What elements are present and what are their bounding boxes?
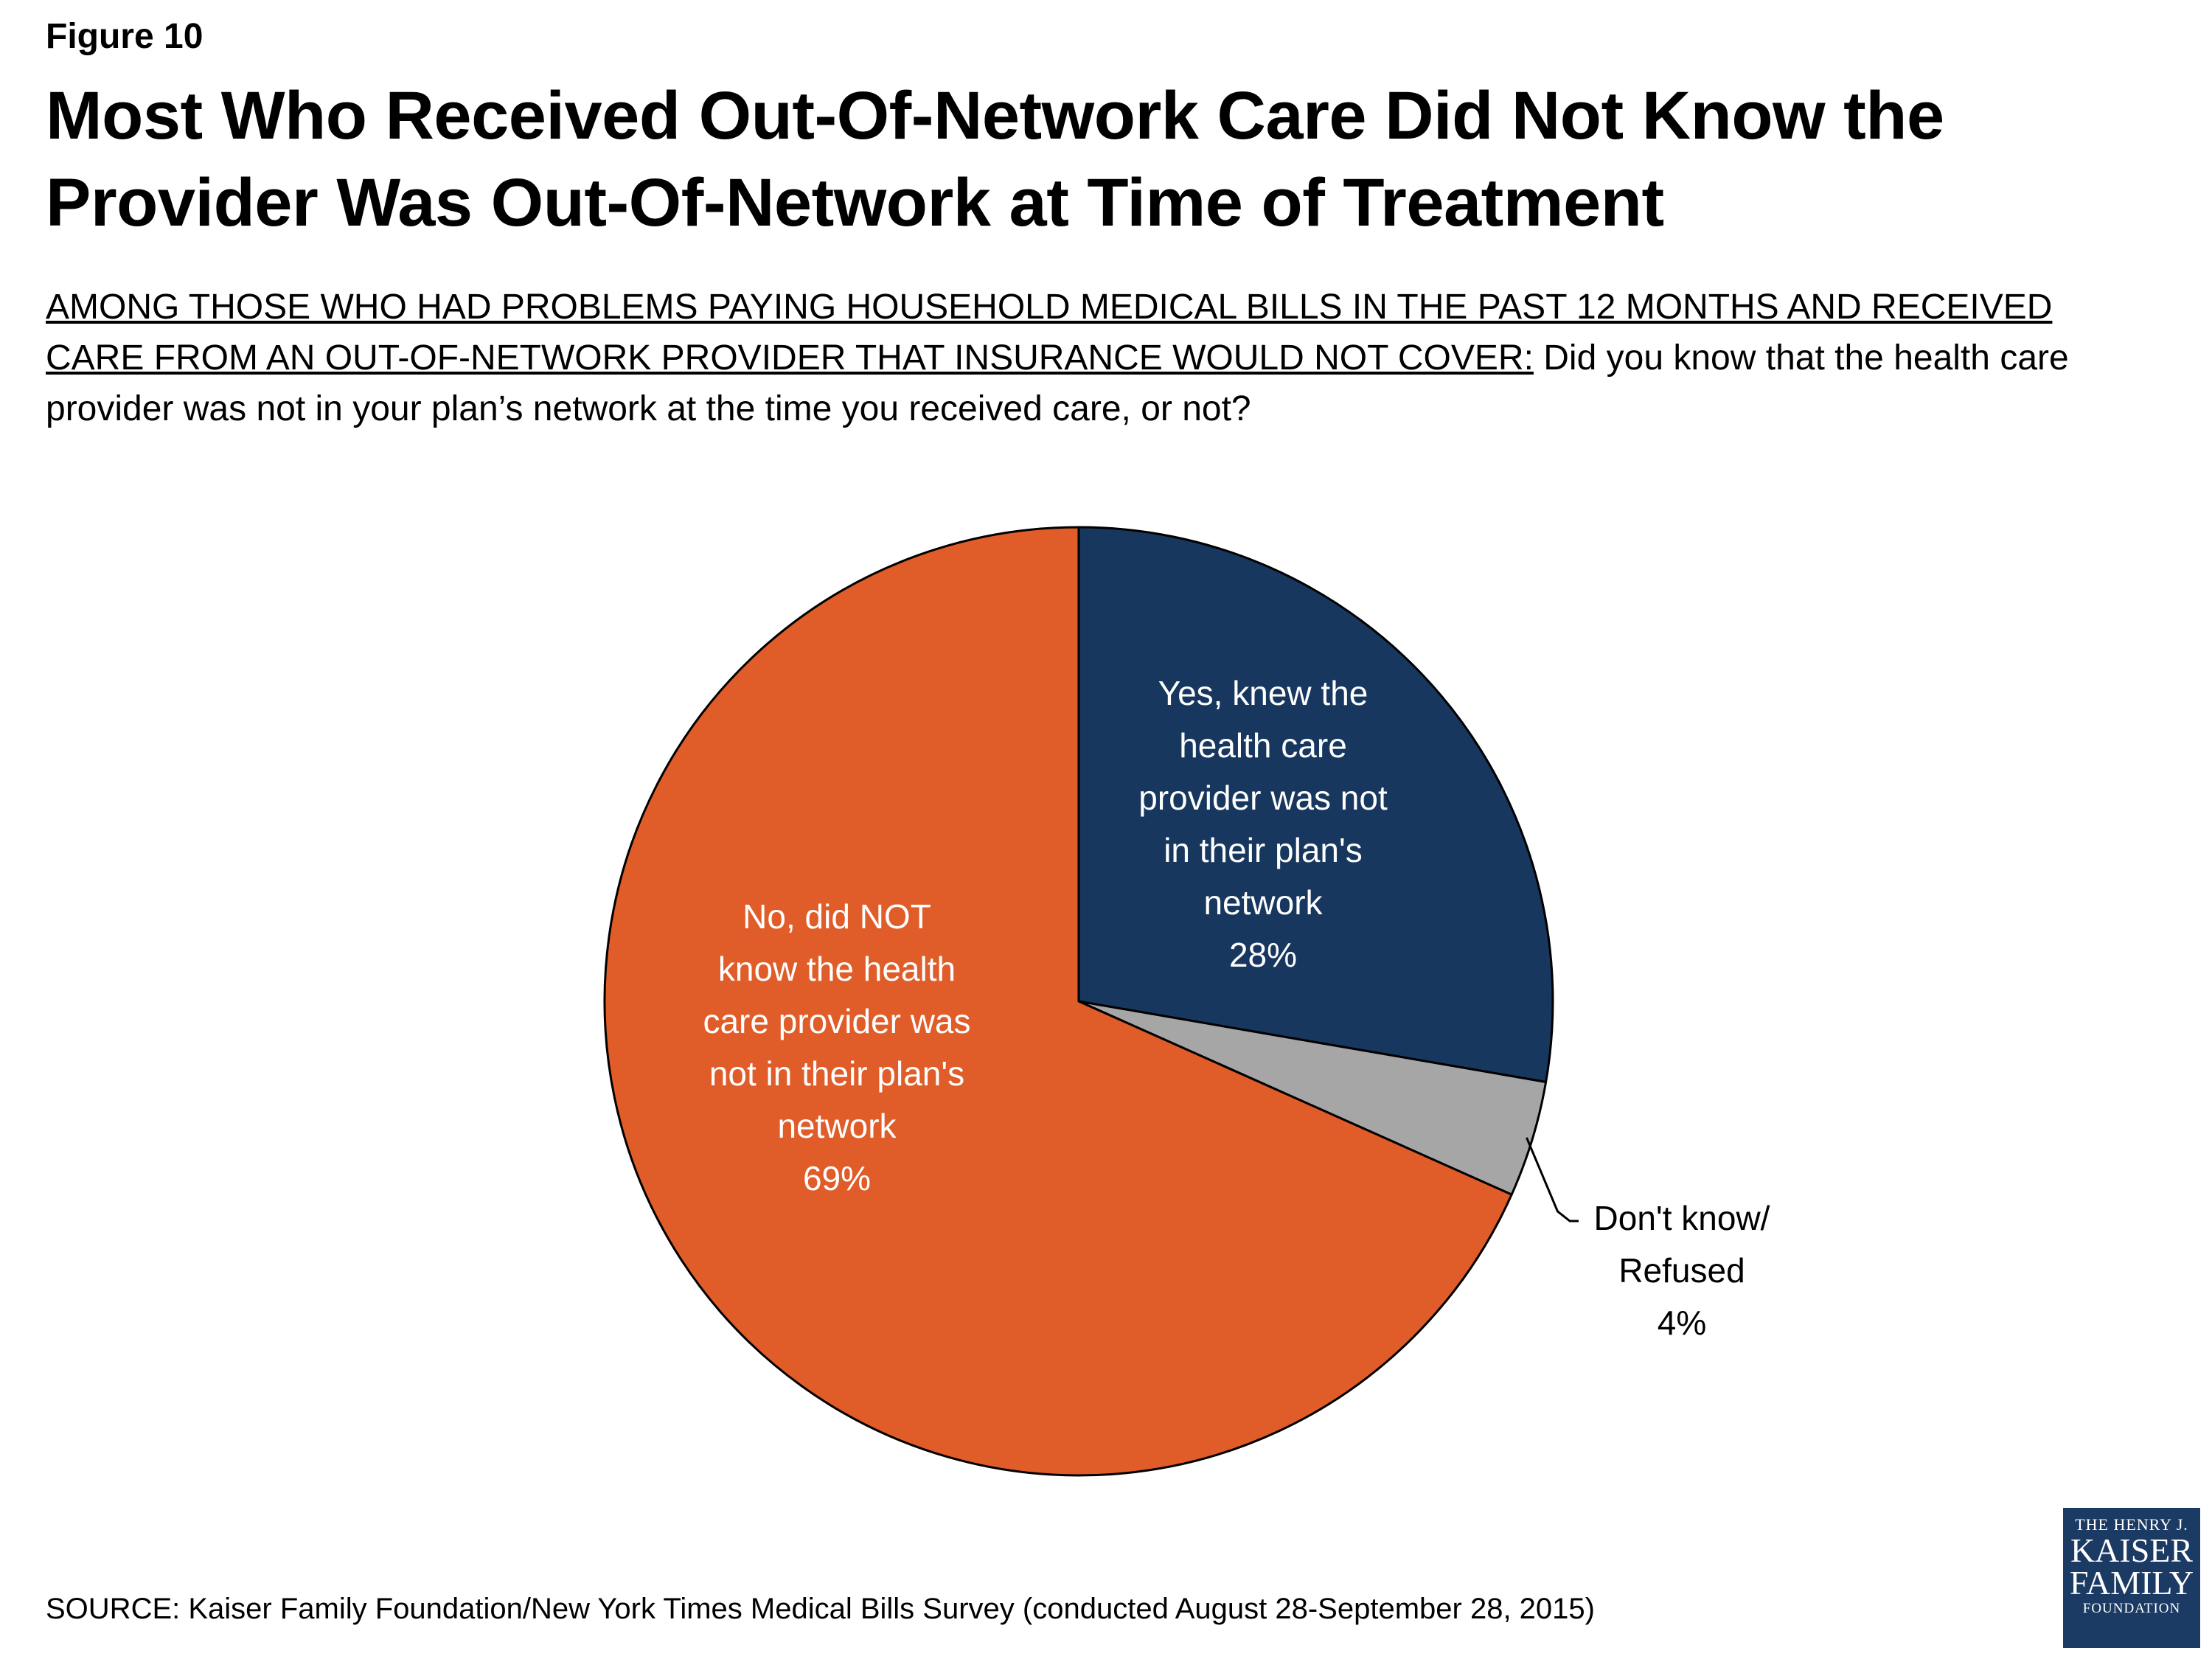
slice-did-not-know-value: 69%: [803, 1159, 871, 1197]
chart-title: Most Who Received Out-Of-Network Care Di…: [46, 78, 1944, 240]
slice-did-not-know-label-line: No, did NOT: [742, 897, 931, 936]
logo-line-1: THE HENRY J.: [2075, 1515, 2188, 1534]
slice-dont-know-label-line: Don't know/: [1594, 1199, 1770, 1237]
slice-did-not-know-label-line: know the health: [718, 950, 956, 988]
kff-logo: THE HENRY J. KAISER FAMILY FOUNDATION: [2063, 1508, 2200, 1648]
logo-line-3: FAMILY: [2069, 1564, 2194, 1601]
slice-dont-know-label: Don't know/Refused 4%: [1594, 1199, 1770, 1342]
chart-subtitle: AMONG THOSE WHO HAD PROBLEMS PAYING HOUS…: [46, 282, 2154, 434]
slice-yes-knew-label: Yes, knew the health care provider was not…: [1138, 674, 1388, 974]
figure-label: Figure 10: [46, 17, 204, 56]
slice-did-not-know-label: No, did NOT know the health care provider …: [703, 897, 970, 1197]
slice-yes-knew: [1077, 526, 1554, 1083]
slice-yes-knew-label-line: in their plan's: [1164, 831, 1363, 869]
slice-did-not-know-label-line: care provider was: [703, 1002, 970, 1040]
slice-yes-knew-label-line: health care: [1179, 726, 1347, 765]
slice-yes-knew-label-line: network: [1203, 883, 1323, 922]
slice-dont-know-value: 4%: [1658, 1304, 1706, 1342]
slice-yes-knew-label-line: provider was not: [1138, 779, 1388, 817]
subtitle-population: AMONG THOSE WHO HAD PROBLEMS PAYING HOUS…: [46, 288, 2053, 378]
subtitle-question: Did you know that the health care provid…: [46, 338, 2069, 428]
slice-dont-know-label-line: Refused: [1618, 1251, 1745, 1290]
pie-slices: [603, 526, 1554, 1477]
slice-yes-knew-value: 28%: [1229, 936, 1297, 974]
slice-did-not-know: [603, 526, 1513, 1477]
logo-line-2: KAISER: [2070, 1531, 2194, 1569]
logo-line-4: FOUNDATION: [2082, 1601, 2181, 1616]
pie-labels: Yes, knew the health care provider was not…: [703, 674, 1770, 1342]
slice-dont-know-leader-line: [1526, 1137, 1579, 1222]
slice-yes-knew-label-line: Yes, knew the: [1158, 674, 1368, 712]
source-note: SOURCE: Kaiser Family Foundation/New Yor…: [46, 1593, 1595, 1625]
slice-did-not-know-label-line: network: [777, 1107, 897, 1145]
slice-did-not-know-label-line: not in their plan's: [709, 1054, 964, 1093]
